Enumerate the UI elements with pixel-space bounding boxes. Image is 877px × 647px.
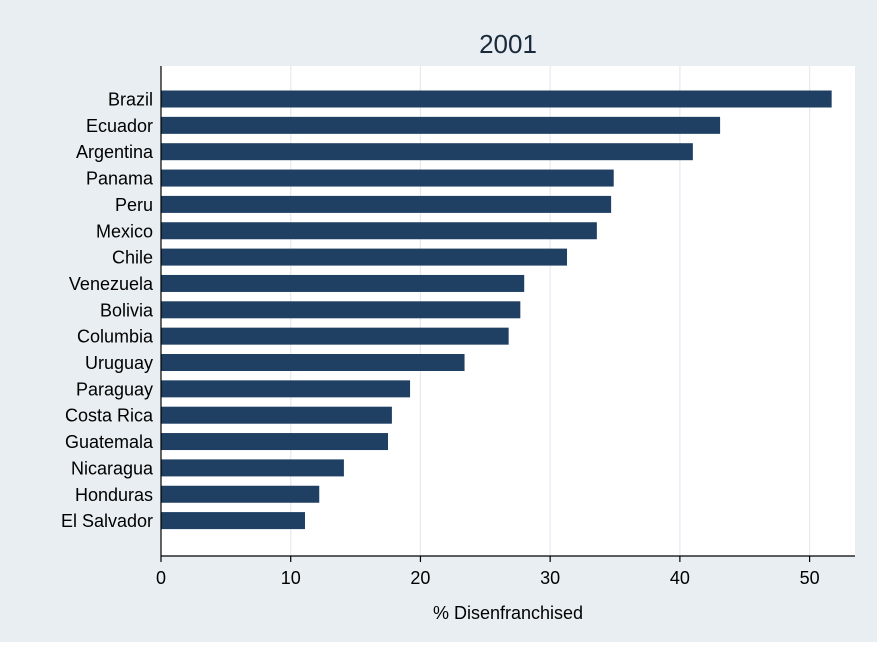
bars <box>161 90 832 530</box>
chart-title: 2001 <box>479 29 537 59</box>
bar <box>161 143 693 161</box>
category-label: Peru <box>115 195 153 215</box>
category-label: Brazil <box>108 90 153 110</box>
bar <box>161 406 392 424</box>
category-label: Nicaragua <box>71 458 154 478</box>
category-label: Panama <box>86 169 154 189</box>
category-label: Honduras <box>75 485 153 505</box>
bar <box>161 248 568 266</box>
category-label: Guatemala <box>65 432 154 452</box>
x-axis-title: % Disenfranchised <box>433 603 583 623</box>
category-labels: Brazil Ecuador Argentina Panama Peru Mexico Ch… <box>61 90 154 532</box>
bar <box>161 195 612 213</box>
category-label: Columbia <box>77 327 154 347</box>
category-label: El Salvador <box>61 511 153 531</box>
category-label: Ecuador <box>86 116 153 136</box>
category-label: Uruguay <box>85 353 153 373</box>
category-label: Mexico <box>96 221 153 241</box>
bar <box>161 169 614 187</box>
bar <box>161 354 465 371</box>
bar <box>161 90 832 108</box>
bar <box>161 433 389 451</box>
category-label: Costa Rica <box>65 406 154 426</box>
x-tick-label: 50 <box>800 568 820 588</box>
bar <box>161 116 721 134</box>
x-tick-label: 40 <box>670 568 690 588</box>
category-label: Bolivia <box>100 300 154 320</box>
category-label: Argentina <box>76 142 154 162</box>
bar <box>161 512 305 530</box>
x-tick-label: 30 <box>540 568 560 588</box>
category-label: Chile <box>112 248 153 268</box>
category-label: Paraguay <box>76 379 153 399</box>
x-axis: 0 10 20 30 40 50 <box>156 66 855 588</box>
bar <box>161 222 597 240</box>
x-tick-label: 10 <box>281 568 301 588</box>
bar <box>161 485 320 503</box>
x-tick-label: 20 <box>410 568 430 588</box>
x-tick-label: 0 <box>156 568 166 588</box>
bar <box>161 274 525 292</box>
bar <box>161 327 509 345</box>
category-label: Venezuela <box>69 274 154 294</box>
bar <box>161 301 521 319</box>
bar <box>161 459 344 477</box>
bar <box>161 380 411 398</box>
